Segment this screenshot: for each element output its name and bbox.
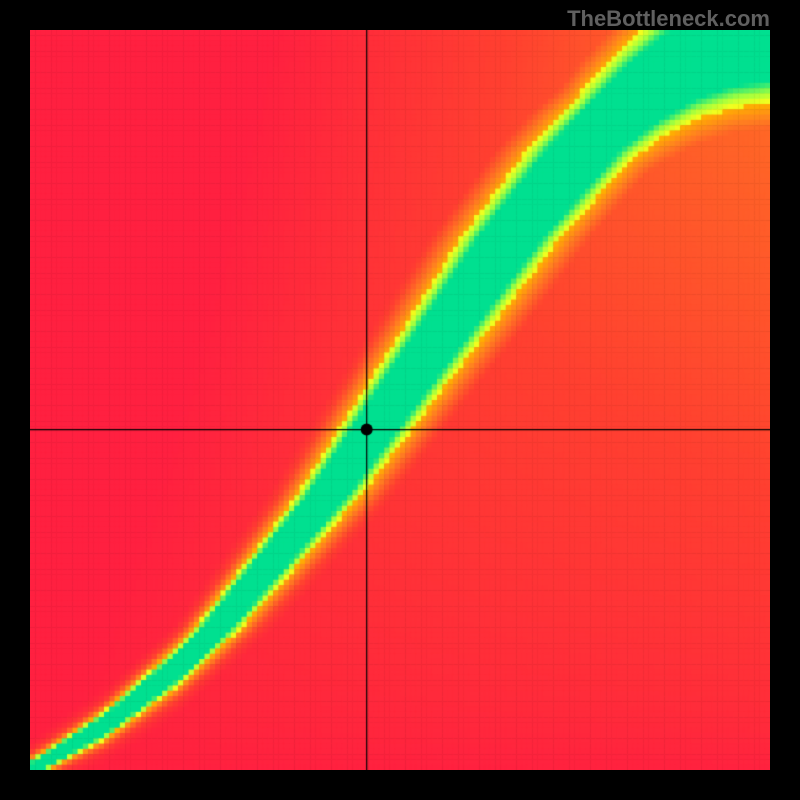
bottleneck-heatmap [30,30,770,770]
chart-container: { "watermark": { "text": "TheBottleneck.… [0,0,800,800]
watermark-text: TheBottleneck.com [567,6,770,32]
